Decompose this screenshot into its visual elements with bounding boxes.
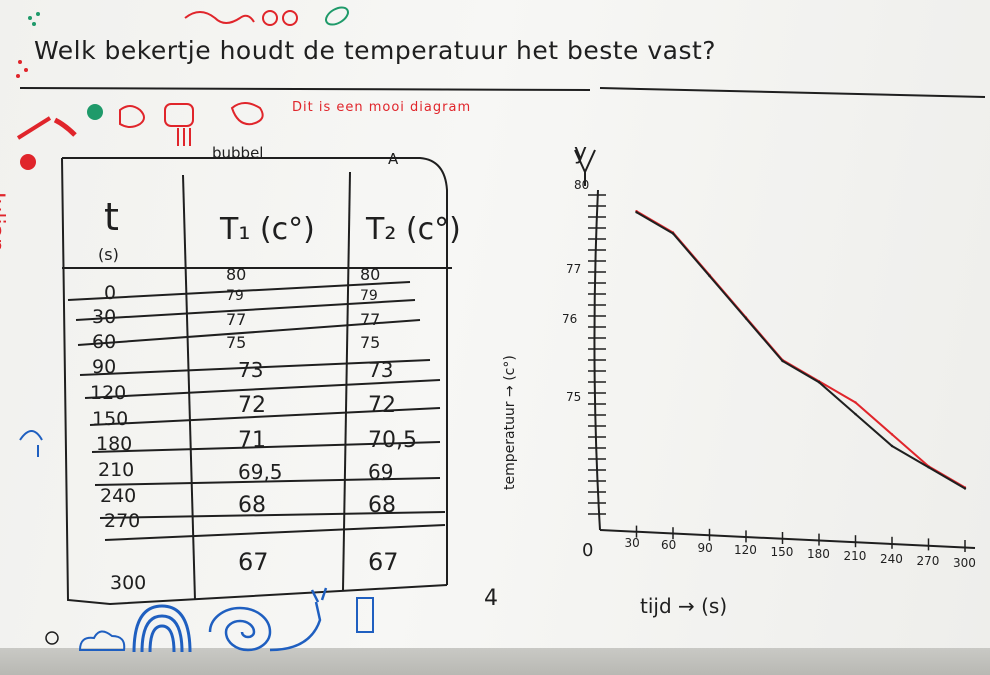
top-doodles [16, 6, 349, 78]
time-cell: 120 [90, 382, 127, 404]
time-cell: 300 [110, 572, 147, 594]
x-tick-label: 270 [916, 553, 940, 568]
x-tick-label: 90 [697, 540, 713, 555]
t1-cell: 71 [238, 428, 266, 453]
time-cell: 0 [104, 282, 117, 304]
time-cell: 270 [104, 510, 141, 532]
t1-cell: 72 [238, 393, 266, 418]
x-tick-label: 210 [843, 549, 867, 564]
data-point [890, 444, 894, 448]
x-axis-label: tijd → (s) [640, 594, 728, 618]
data-point [854, 401, 857, 404]
x-tick-label: 120 [734, 542, 757, 557]
data-point [927, 466, 930, 469]
y-tick-label: 80 [574, 178, 590, 192]
series-line-2 [635, 211, 966, 490]
diagram-note: Dit is een mooi diagram [292, 100, 472, 115]
t2-cell: 80 [360, 265, 381, 284]
y-tick-label: 76 [562, 312, 578, 326]
t1-cell: 73 [238, 358, 264, 382]
t2-cell: 73 [368, 358, 394, 382]
column-t-header: t [104, 195, 119, 239]
data-point [671, 232, 675, 235]
time-cell: 60 [92, 331, 117, 353]
t1-cell: 68 [238, 493, 266, 518]
graph-axes [574, 149, 976, 549]
t1-cell: 69,5 [238, 460, 283, 484]
t2-cell: 68 [368, 493, 396, 518]
time-cell: 180 [96, 433, 133, 455]
y-axis-label: temperatuur → (c°) [502, 355, 518, 490]
left-doodles [16, 102, 264, 457]
column-t2-header: T₂ (c°) [366, 212, 461, 247]
bottom-doodles [45, 587, 374, 653]
y-axis-letter: y [574, 140, 588, 165]
t2-cell: 75 [360, 333, 381, 352]
x-tick-label: 180 [807, 547, 830, 562]
table-header-left: bubbel [212, 144, 264, 162]
data-point [963, 487, 967, 490]
separator-line [19, 87, 986, 98]
t2-cell: 69 [368, 460, 394, 484]
x-tick-label: 30 [624, 536, 640, 551]
time-cell: 150 [92, 408, 129, 430]
data-point [817, 381, 821, 384]
data-point [708, 274, 711, 278]
t1-cell: 75 [226, 333, 247, 352]
column-t-unit: (s) [98, 245, 119, 264]
table-header-right: A [388, 150, 399, 168]
t2-cell: 67 [368, 548, 399, 576]
x-tick-label: 60 [661, 538, 677, 553]
t2-cell: 72 [368, 393, 396, 418]
table-lines [61, 157, 452, 606]
stray-number: 4 [484, 586, 498, 611]
data-point [635, 211, 638, 214]
question-title: Welk bekertje houdt de temperatuur het b… [34, 36, 717, 65]
data-point [781, 359, 784, 363]
t2-cell: 70,5 [368, 428, 417, 453]
t1-cell: 79 [226, 288, 244, 304]
data-point [744, 317, 748, 320]
whiteboard-tray [0, 648, 990, 675]
y-tick-label: 75 [566, 390, 582, 404]
series-line-1 [635, 210, 966, 489]
time-cell: 90 [92, 356, 117, 378]
x-tick-label: 0 [582, 540, 594, 561]
time-cell: 30 [92, 306, 117, 328]
x-tick-label: 150 [770, 545, 794, 559]
t2-cell: 79 [360, 288, 378, 304]
signature: Julian [0, 192, 8, 253]
t1-cell: 80 [226, 265, 247, 284]
time-cell: 240 [100, 485, 137, 507]
t2-cell: 77 [360, 310, 381, 329]
x-tick-label: 240 [880, 551, 903, 566]
column-t1-header: T₁ (c°) [220, 212, 315, 247]
time-cell: 210 [98, 459, 135, 481]
y-tick-label: 77 [566, 262, 582, 276]
data-point [890, 433, 894, 436]
t1-cell: 67 [238, 548, 269, 576]
x-tick-label: 300 [953, 556, 976, 570]
data-point [854, 412, 857, 416]
t1-cell: 77 [226, 310, 247, 329]
